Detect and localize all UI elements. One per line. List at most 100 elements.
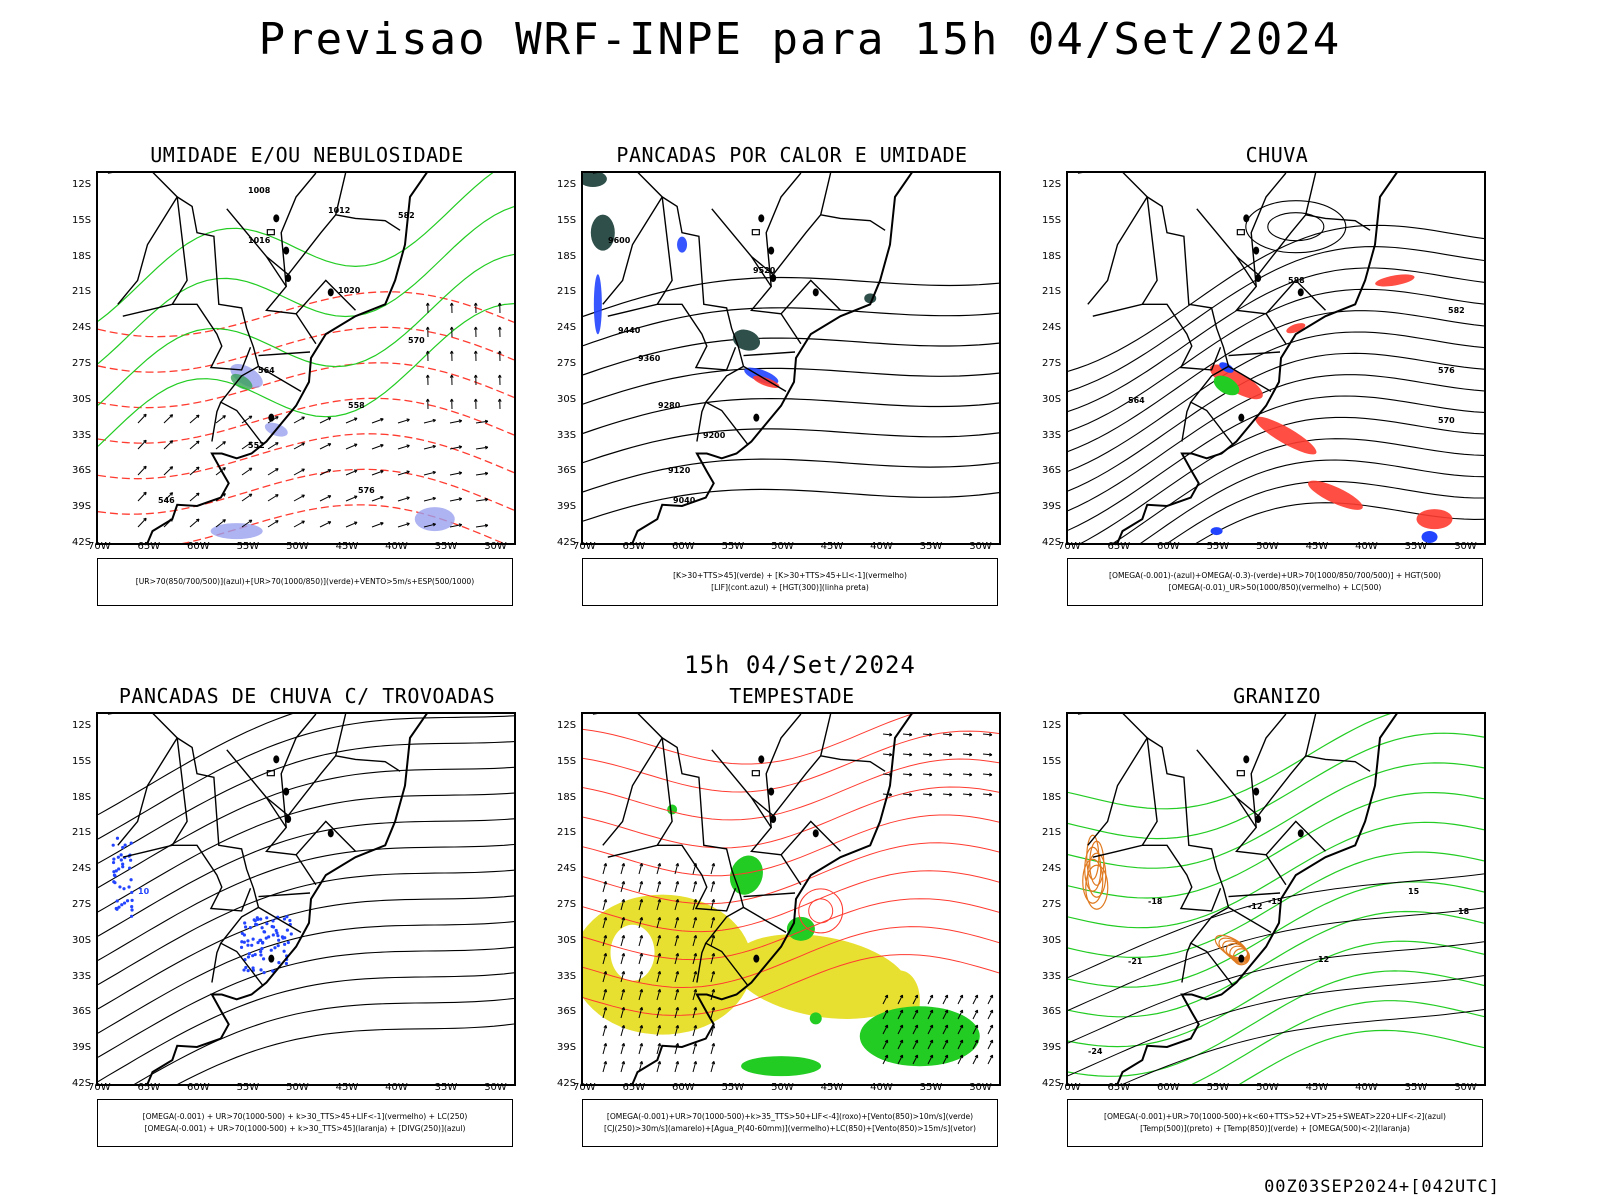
lat-tick-label: 21S (557, 286, 576, 297)
divergence-mark (131, 899, 134, 902)
border-line (766, 714, 801, 827)
contour-line (98, 716, 514, 839)
border-line (1306, 714, 1370, 771)
contour-line (98, 922, 514, 1034)
divergence-mark (262, 957, 265, 960)
lon-tick-label: 55W (237, 1082, 260, 1093)
contour-line (583, 459, 999, 492)
lake (328, 829, 334, 837)
lat-tick-label: 27S (557, 358, 576, 369)
border-line (1251, 714, 1286, 827)
cyclone-contour (799, 889, 843, 933)
border-line (118, 738, 177, 845)
divergence-mark (288, 919, 291, 922)
lon-tick-label: 60W (1157, 541, 1180, 552)
lat-tick-label: 12S (1042, 179, 1061, 190)
lat-tick-label: 30S (557, 935, 576, 946)
contour-line (583, 843, 999, 904)
wind-arrow (320, 522, 331, 527)
border-line (123, 738, 187, 857)
legend-trovoadas: [OMEGA(-0.001) + UR>70(1000-500) + k>30_… (97, 1099, 513, 1147)
lon-tick-label: 30W (1454, 1082, 1477, 1093)
lon-tick-label: 60W (187, 541, 210, 552)
contour-label: 582 (1448, 306, 1465, 315)
lake (1253, 788, 1259, 796)
border-line (118, 197, 177, 304)
lat-tick-label: 12S (72, 179, 91, 190)
wind-arrow (268, 521, 278, 527)
border-line (1229, 352, 1281, 356)
divergence-mark (248, 952, 251, 955)
contour-label: 1016 (248, 236, 271, 245)
wind-arrow (320, 470, 331, 475)
bottom-row-subtitle: 15h 04/Set/2024 (0, 651, 1600, 679)
contour-label: 9280 (658, 401, 681, 410)
instability-area (583, 173, 607, 187)
divergence-mark (271, 919, 274, 922)
border-line (1306, 173, 1370, 230)
lat-tick-label: 36S (1042, 465, 1061, 476)
divergence-mark (240, 940, 243, 943)
lat-tick-label: 27S (557, 899, 576, 910)
border-line (336, 173, 400, 230)
divergence-mark (112, 858, 115, 861)
divergence-mark (250, 944, 253, 947)
wind-arrow (242, 468, 252, 475)
divergence-mark (258, 939, 261, 942)
divergence-mark (259, 953, 262, 956)
wind-arrow (190, 415, 199, 423)
divergence-mark (285, 962, 288, 965)
map-tempestade (581, 712, 1001, 1086)
lat-tick-label: 30S (72, 935, 91, 946)
lat-tick-label: 36S (557, 1006, 576, 1017)
lat-tick-label: 18S (1042, 251, 1061, 262)
divergence-mark (286, 929, 289, 932)
divergence-mark (121, 865, 124, 868)
divergence-mark (290, 932, 293, 935)
wind-arrow (190, 493, 199, 501)
lake (1255, 274, 1261, 282)
panel-title: CHUVA (1062, 143, 1492, 167)
lat-tick-label: 24S (72, 322, 91, 333)
wind-arrow (294, 521, 304, 527)
lat-tick-label: 39S (557, 1042, 576, 1053)
lon-tick-label: 50W (286, 1082, 309, 1093)
lon-tick-label: 70W (1058, 1082, 1081, 1093)
lat-tick-label: 21S (1042, 286, 1061, 297)
lon-tick-label: 35W (1405, 1082, 1428, 1093)
divergence-mark (244, 966, 247, 969)
legend-pancadas-calor: [K>30+TTS>45](verde) + [K>30+TTS>45+LI<-… (582, 558, 998, 606)
panel-chuva: CHUVA 588 582 576 570 564 [OMEGA(-0.001)-(az… (1062, 143, 1492, 613)
map-trovoadas: 10 (96, 712, 516, 1086)
divergence-mark (121, 846, 124, 849)
lon-tick-label: 70W (88, 1082, 111, 1093)
wind-arrow (320, 444, 331, 449)
divergence-mark (244, 925, 247, 928)
contour-label: 1020 (338, 286, 361, 295)
basemap (98, 173, 445, 543)
contour-label: -24 (1088, 1047, 1103, 1056)
wind-arrow (138, 440, 146, 449)
lake (285, 815, 291, 823)
wind-arrow (294, 417, 304, 423)
panel-title: UMIDADE E/OU NEBULOSIDADE (92, 143, 522, 167)
lon-tick-label: 55W (237, 541, 260, 552)
basemap (98, 714, 445, 1084)
legend-line: [K>30+TTS>45](verde) + [K>30+TTS>45+LI<-… (583, 570, 997, 582)
divergence-mark (116, 899, 119, 902)
divergence-mark (261, 941, 264, 944)
divergence-mark (270, 949, 273, 952)
border-line (603, 738, 662, 845)
lon-tick-label: 60W (672, 541, 695, 552)
lon-tick-label: 55W (722, 1082, 745, 1093)
lat-tick-label: 33S (72, 971, 91, 982)
contour-label: 570 (1438, 416, 1455, 425)
divergence-mark (246, 944, 249, 947)
legend-line: [OMEGA(-0.001)+UR>70(1000-500)+k>35_TTS>… (583, 1111, 997, 1123)
wind-arrow (190, 441, 199, 449)
border-line (212, 943, 221, 982)
none (124, 1024, 132, 1048)
map-svg: 1008101210161020570576582564558552546 (98, 173, 514, 543)
contour-line (583, 278, 999, 317)
lon-tick-label: 35W (435, 541, 458, 552)
